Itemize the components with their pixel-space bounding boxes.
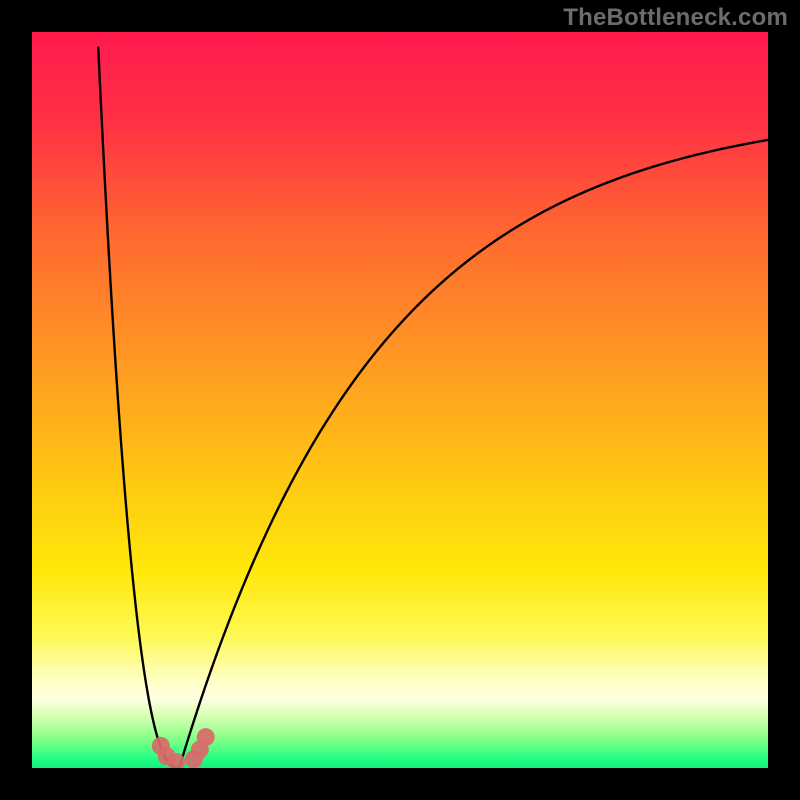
plot-frame xyxy=(32,32,768,768)
plot-svg xyxy=(32,32,768,768)
chart-stage: TheBottleneck.com xyxy=(0,0,800,800)
data-marker xyxy=(197,728,215,746)
bottleneck-curve xyxy=(98,48,768,768)
watermark-text: TheBottleneck.com xyxy=(563,4,788,32)
marker-group xyxy=(152,728,215,768)
